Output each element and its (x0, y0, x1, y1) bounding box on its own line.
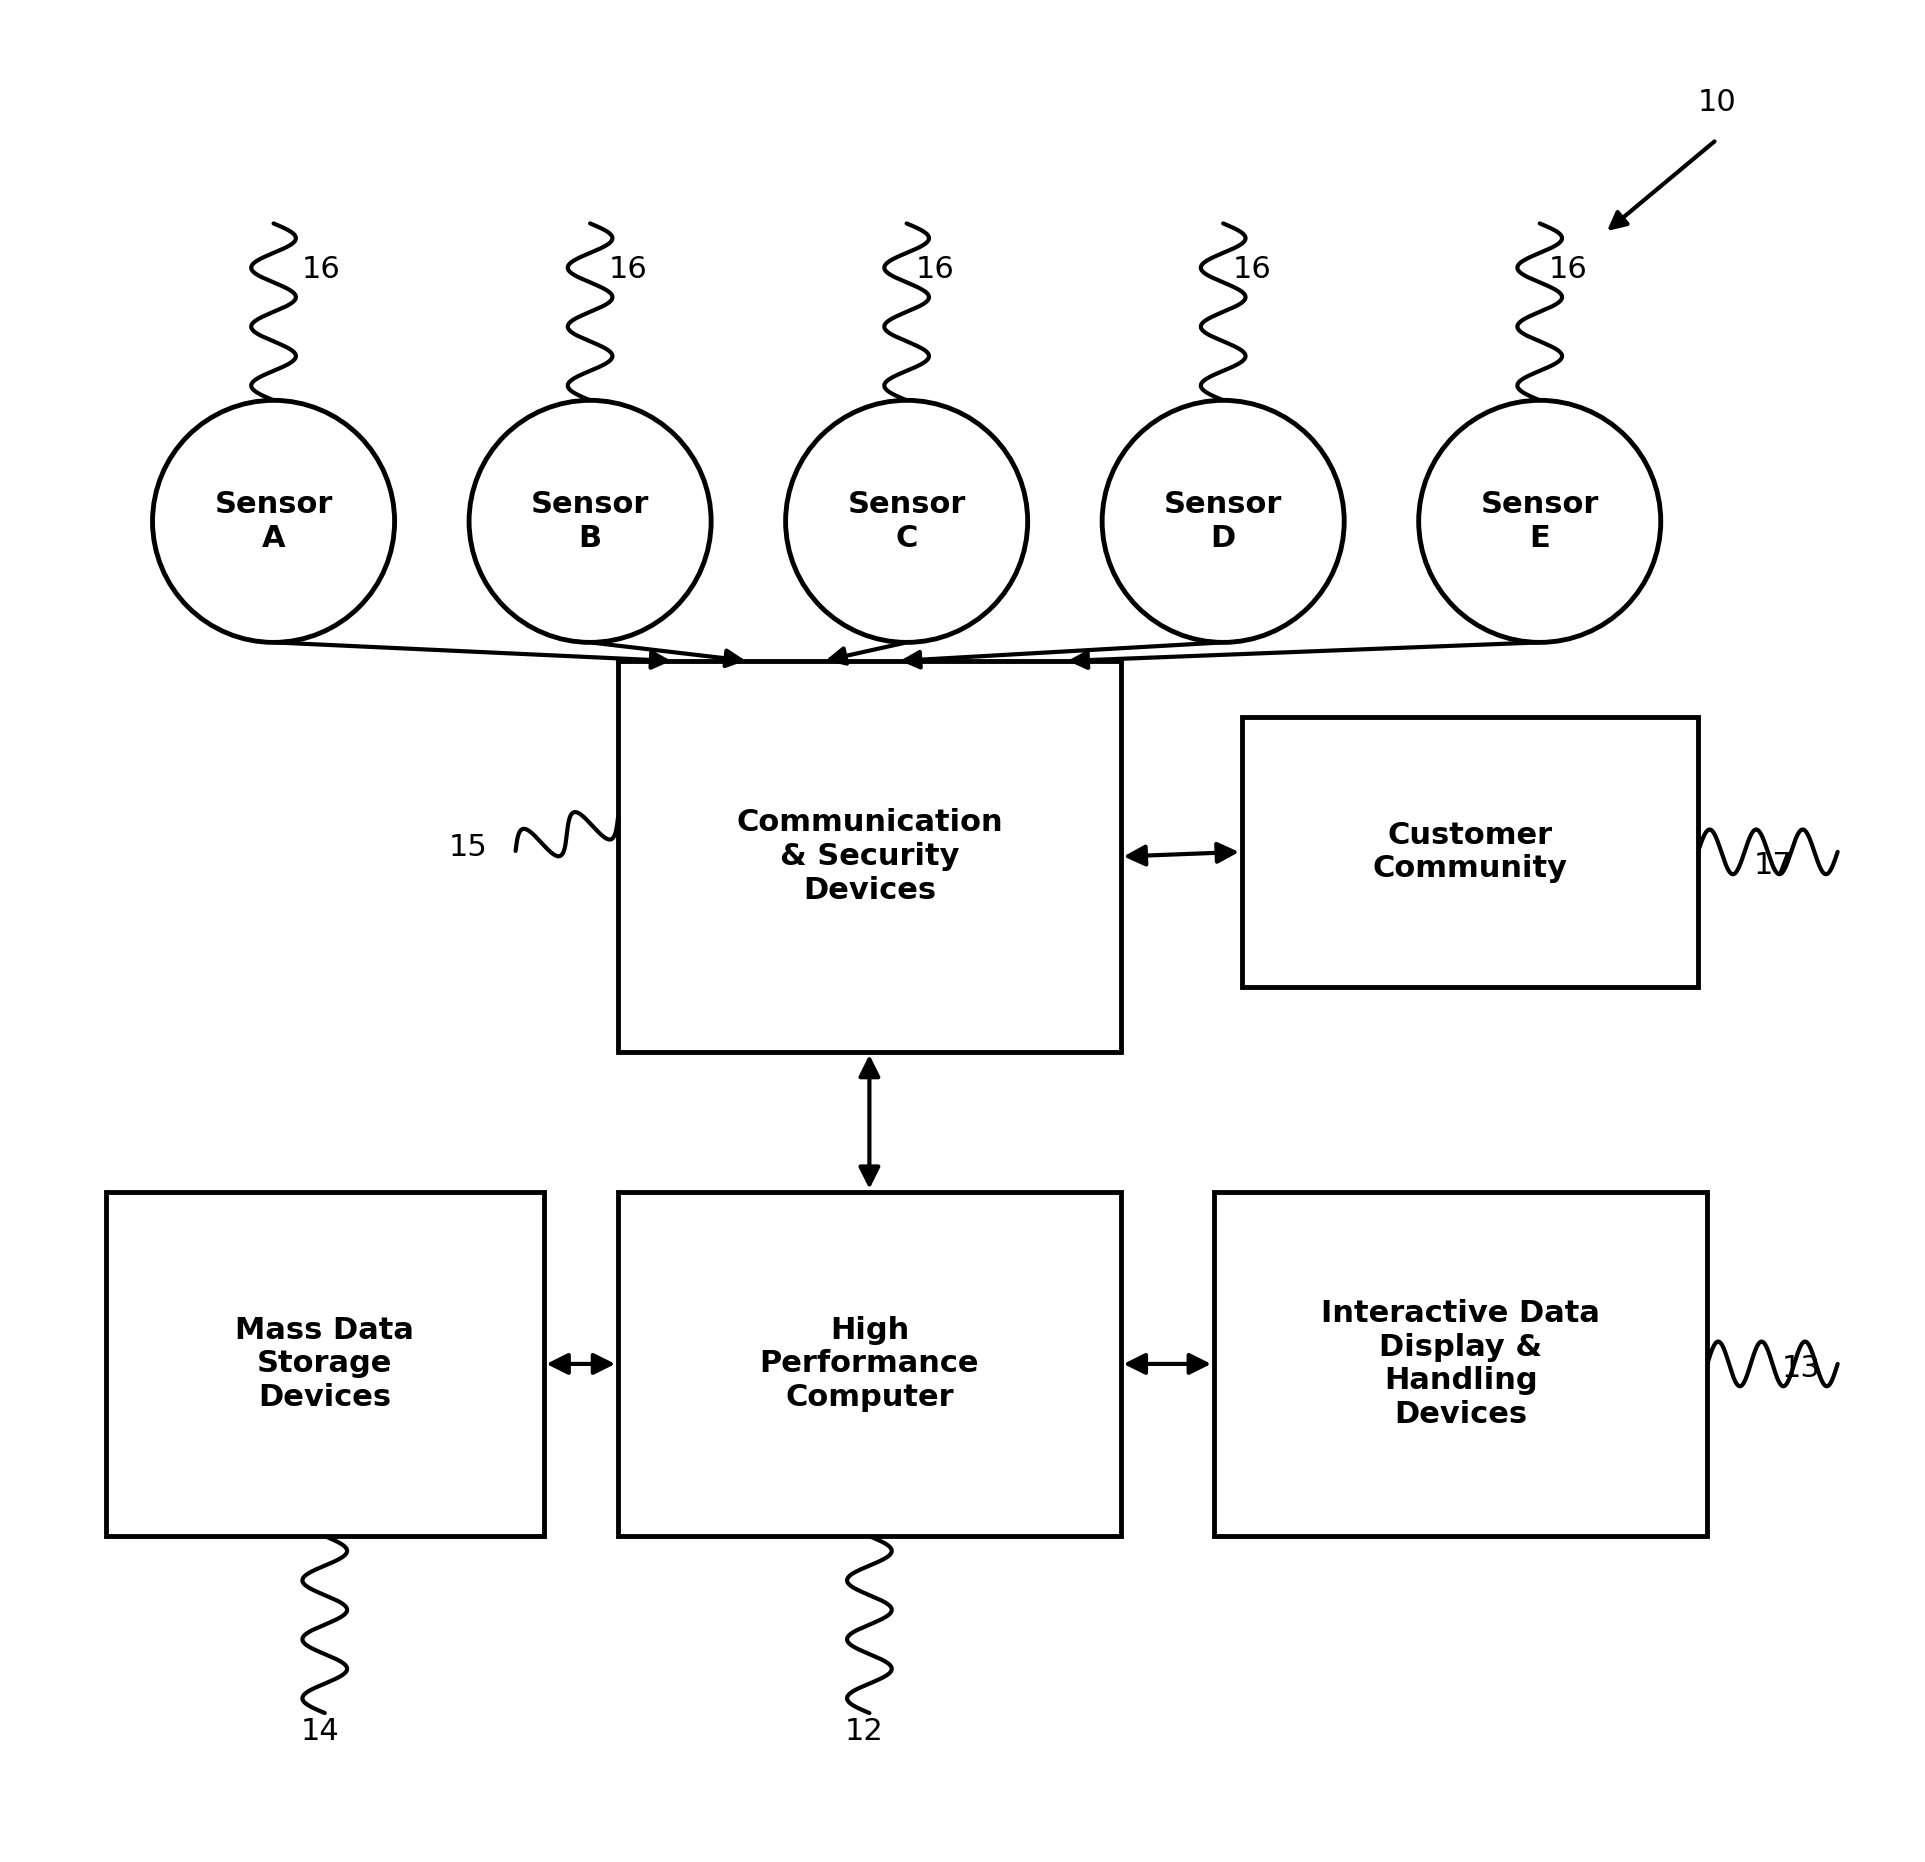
Text: 10: 10 (1698, 88, 1736, 117)
Ellipse shape (1419, 400, 1661, 642)
Text: 17: 17 (1754, 851, 1792, 881)
FancyBboxPatch shape (106, 1192, 543, 1536)
Text: Interactive Data
Display &
Handling
Devices: Interactive Data Display & Handling Devi… (1321, 1300, 1600, 1428)
Ellipse shape (1103, 400, 1344, 642)
Ellipse shape (785, 400, 1028, 642)
Text: 15: 15 (449, 832, 487, 862)
Text: Mass Data
Storage
Devices: Mass Data Storage Devices (235, 1316, 414, 1411)
Text: 12: 12 (845, 1717, 884, 1747)
Text: 13: 13 (1783, 1354, 1821, 1383)
Text: Customer
Community: Customer Community (1373, 821, 1567, 883)
Text: Sensor
A: Sensor A (214, 490, 333, 553)
Ellipse shape (470, 400, 710, 642)
FancyBboxPatch shape (618, 661, 1120, 1052)
Text: 14: 14 (300, 1717, 339, 1747)
Text: 16: 16 (302, 255, 341, 285)
Ellipse shape (152, 400, 395, 642)
Text: Sensor
D: Sensor D (1165, 490, 1282, 553)
Text: 16: 16 (916, 255, 955, 285)
Text: 16: 16 (1232, 255, 1270, 285)
Text: Sensor
B: Sensor B (531, 490, 649, 553)
Text: Sensor
C: Sensor C (847, 490, 966, 553)
FancyBboxPatch shape (1242, 717, 1698, 987)
Text: High
Performance
Computer: High Performance Computer (760, 1316, 980, 1411)
Text: Sensor
E: Sensor E (1480, 490, 1600, 553)
FancyBboxPatch shape (1215, 1192, 1707, 1536)
Text: 16: 16 (608, 255, 647, 285)
Text: Communication
& Security
Devices: Communication & Security Devices (735, 808, 1003, 905)
FancyBboxPatch shape (618, 1192, 1120, 1536)
Text: 16: 16 (1550, 255, 1588, 285)
